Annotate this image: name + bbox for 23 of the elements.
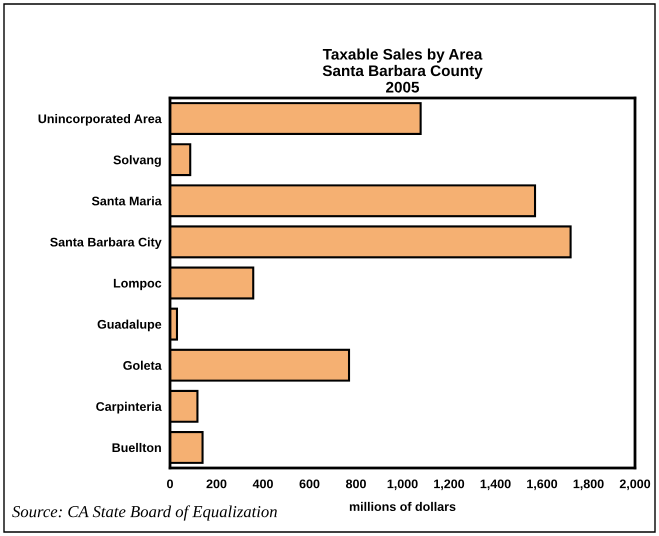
y-tick-label: Buellton xyxy=(112,442,161,452)
x-tick-label: 400 xyxy=(252,479,273,488)
x-tick-label: 200 xyxy=(206,479,226,488)
y-tick-label: Santa Maria xyxy=(92,196,162,206)
source-note: Source: CA State Board of Equalization xyxy=(12,505,277,521)
x-tick-label: 600 xyxy=(300,479,320,488)
x-axis-title: millions of dollars xyxy=(350,502,456,512)
x-tick-label: 0 xyxy=(167,479,173,488)
y-tick-label: Goleta xyxy=(123,360,162,370)
x-tick-label: 1,800 xyxy=(574,479,604,490)
y-tick-label: Santa Barbara City xyxy=(50,237,162,250)
x-tick-label: 1,200 xyxy=(434,479,464,490)
x-tick-label: 1,400 xyxy=(480,479,511,490)
y-tick-label: Carpinteria xyxy=(96,402,162,414)
y-tick-label: Unincorporated Area xyxy=(38,114,162,126)
y-tick-label: Guadalupe xyxy=(98,320,162,332)
x-tick-label: 1,000 xyxy=(388,479,418,490)
x-tick-label: 800 xyxy=(346,479,366,488)
x-tick-label: 2,000 xyxy=(620,479,650,490)
chart-title: Taxable Sales by Area Santa Barbara County 2005 xyxy=(322,48,483,93)
y-tick-label: Solvang xyxy=(113,155,161,167)
y-tick-label: Lompoc xyxy=(114,278,162,290)
x-tick-label: 1,600 xyxy=(527,479,558,490)
